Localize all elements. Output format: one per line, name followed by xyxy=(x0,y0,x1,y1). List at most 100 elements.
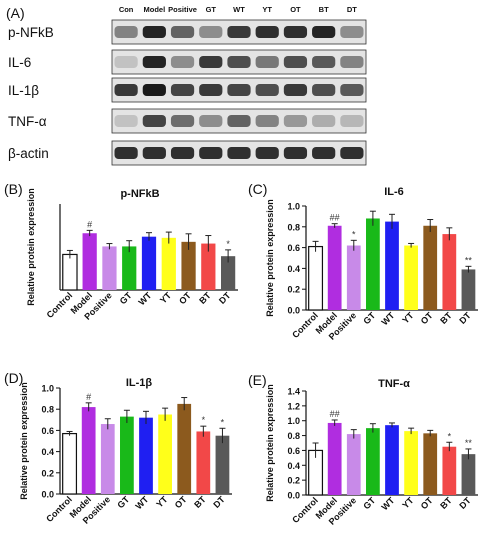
bar-gt xyxy=(366,428,380,495)
blot-band xyxy=(283,147,308,159)
y-axis-label: Relative protein expression xyxy=(26,188,36,306)
chart-panel-il-1-: (D) IL-1β 0.0 0.2 0.4 0.6 0.8 1.0 Relative prote… xyxy=(4,370,232,526)
x-tick-label: OT xyxy=(177,290,193,306)
chart-title: IL-1β xyxy=(126,377,153,389)
lane-label-positive: Positive xyxy=(168,5,197,14)
blot-protein-label: IL-1β xyxy=(8,83,39,98)
bar-dt xyxy=(220,256,236,290)
x-tick-label: YT xyxy=(400,310,416,326)
x-tick-label: GT xyxy=(361,310,377,326)
blot-band xyxy=(255,26,279,38)
y-tick-label: 0.6 xyxy=(287,243,300,253)
bar-bt xyxy=(442,446,457,495)
y-tick-label: 0.8 xyxy=(287,431,300,441)
blot-band xyxy=(142,84,166,96)
y-tick-label: 1.2 xyxy=(287,401,300,411)
blot-band xyxy=(340,26,364,38)
chart-panel-il-6: (C) IL-6 0.0 0.2 0.4 0.6 0.8 1.0 Relative protei… xyxy=(248,181,478,342)
bar-ot xyxy=(181,241,196,290)
y-tick-label: 0.2 xyxy=(287,476,300,486)
blot-band xyxy=(312,115,336,127)
x-tick-label: BT xyxy=(438,495,454,511)
panel-label: (E) xyxy=(248,372,267,388)
x-tick-label: YT xyxy=(400,495,416,511)
y-tick-label: 0.2 xyxy=(287,285,300,295)
lane-label-wt: WT xyxy=(233,5,245,14)
y-tick-label: 0.6 xyxy=(41,426,54,436)
blot-band xyxy=(114,56,138,68)
x-tick-label: DT xyxy=(457,310,473,326)
x-tick-label: Control xyxy=(45,290,75,320)
x-tick-label: BT xyxy=(438,310,454,326)
blot-band xyxy=(255,56,279,68)
significance-mark: * xyxy=(226,239,230,249)
lane-label-ot: OT xyxy=(290,5,301,14)
bar-gt xyxy=(120,416,134,494)
blot-band xyxy=(170,26,195,38)
blot-band xyxy=(199,56,223,68)
bar-wt xyxy=(139,417,153,494)
significance-mark: # xyxy=(87,219,92,229)
bar-model xyxy=(82,233,97,290)
y-axis-label: Relative protein expression xyxy=(19,382,29,500)
x-tick-label: BT xyxy=(197,290,213,306)
blot-band xyxy=(199,84,223,96)
bar-yt xyxy=(404,245,418,310)
bar-wt xyxy=(141,236,157,290)
bar-bt xyxy=(201,243,216,290)
x-tick-label: OT xyxy=(419,310,435,326)
lane-label-dt: DT xyxy=(347,5,357,14)
blot-band xyxy=(199,26,223,38)
x-tick-label: DT xyxy=(217,290,233,306)
blot-band xyxy=(170,84,195,96)
blot-band xyxy=(255,84,279,96)
x-tick-label: WT xyxy=(379,310,396,327)
lane-label-yt: YT xyxy=(262,5,272,14)
blot-band xyxy=(199,115,223,127)
blot-band xyxy=(283,26,308,38)
bar-bt xyxy=(442,234,457,310)
significance-mark: ** xyxy=(465,438,473,448)
bar-ot xyxy=(177,403,192,494)
blot-protein-label: β-actin xyxy=(8,146,49,161)
panel-label: (B) xyxy=(4,181,23,197)
bar-control xyxy=(62,432,78,495)
bar-gt xyxy=(366,218,380,310)
x-tick-label: OT xyxy=(419,495,435,511)
bar-control xyxy=(308,245,324,311)
bar-wt xyxy=(385,425,399,495)
significance-mark: ## xyxy=(330,409,340,419)
y-tick-label: 0.0 xyxy=(287,306,300,316)
y-tick-label: 0.8 xyxy=(41,405,54,415)
x-tick-label: GT xyxy=(118,290,134,306)
y-tick-label: 0.4 xyxy=(41,447,54,457)
bar-model xyxy=(327,422,342,495)
bar-yt xyxy=(161,237,176,290)
panel-label-a: (A) xyxy=(6,5,25,21)
blot-band xyxy=(312,84,336,96)
lane-label-con: Con xyxy=(119,5,134,14)
significance-mark: * xyxy=(448,431,452,441)
panel-label: (D) xyxy=(4,370,23,386)
chart-panel-p-nfkb: (B) p-NFkB Relative protein expression Cont… xyxy=(4,181,238,322)
panel-label: (C) xyxy=(248,181,267,197)
bar-dt xyxy=(215,435,230,494)
blot-protein-label: IL-6 xyxy=(8,55,31,70)
y-tick-label: 0.2 xyxy=(41,468,54,478)
bar-wt xyxy=(385,221,399,310)
significance-mark: # xyxy=(86,392,91,402)
bar-model xyxy=(327,225,342,310)
blot-band xyxy=(114,26,138,38)
lane-label-bt: BT xyxy=(319,5,329,14)
blot-band xyxy=(142,56,166,68)
significance-mark: * xyxy=(202,415,206,425)
blot-band xyxy=(283,115,308,127)
blot-band xyxy=(142,147,166,159)
blot-band xyxy=(340,115,364,127)
y-tick-label: 0.8 xyxy=(287,222,300,232)
blot-band xyxy=(227,26,251,38)
blot-band xyxy=(114,84,138,96)
blot-band xyxy=(340,56,364,68)
blot-band xyxy=(114,147,138,159)
